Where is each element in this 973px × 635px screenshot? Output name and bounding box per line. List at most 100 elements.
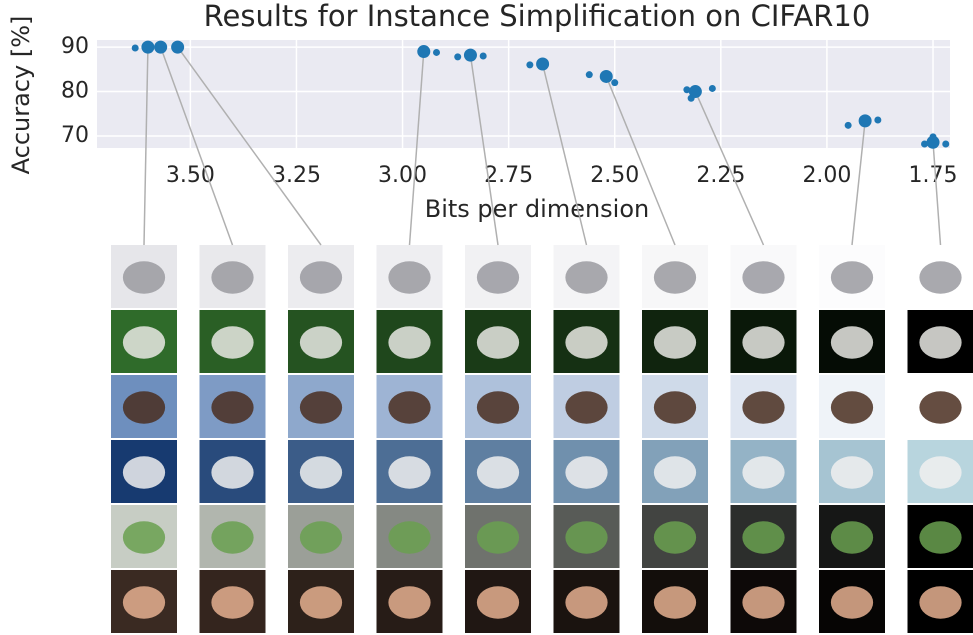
point: [708, 84, 716, 92]
y-tick-label: 80: [61, 79, 89, 104]
image-subject: [919, 326, 962, 359]
image-subject: [830, 326, 874, 359]
x-axis-label: Bits per dimension: [425, 195, 650, 223]
x-tick-label: 2.00: [802, 163, 851, 188]
image-subject: [830, 586, 874, 619]
y-tick-label: 90: [61, 34, 89, 59]
image-subject: [742, 391, 785, 424]
point: [536, 57, 550, 71]
point: [874, 116, 882, 124]
point: [417, 45, 431, 59]
x-tick-label: 2.50: [590, 163, 639, 188]
point: [844, 121, 852, 129]
image-subject: [122, 391, 166, 424]
connector: [469, 55, 499, 246]
point: [921, 140, 929, 148]
image-subject: [653, 391, 697, 424]
image-subject: [565, 456, 608, 489]
image-subject: [388, 586, 431, 619]
point: [141, 40, 155, 54]
x-tick-label: 1.75: [909, 163, 958, 188]
image-subject: [476, 521, 520, 554]
point: [585, 71, 593, 79]
connector: [408, 51, 425, 246]
image-subject: [565, 261, 608, 294]
image-subject: [211, 456, 254, 489]
x-tick-label: 2.75: [484, 163, 533, 188]
image-subject: [122, 521, 166, 554]
image-subject: [919, 261, 962, 294]
image-subject: [653, 326, 697, 359]
image-subject: [565, 391, 608, 424]
connector: [541, 63, 588, 246]
image-subject: [742, 456, 785, 489]
connector: [932, 142, 942, 246]
image-subject: [388, 326, 431, 359]
point: [611, 79, 619, 87]
image-subject: [299, 326, 343, 359]
image-subject: [919, 521, 962, 554]
image-subject: [476, 326, 520, 359]
image-subject: [653, 261, 697, 294]
image-subject: [653, 521, 697, 554]
image-subject: [919, 456, 962, 489]
image-subject: [211, 521, 254, 554]
image-subject: [122, 456, 166, 489]
image-subject: [476, 261, 520, 294]
image-subject: [742, 521, 785, 554]
image-subject: [211, 391, 254, 424]
connector: [143, 47, 149, 246]
image-grid: [111, 245, 973, 633]
point: [171, 40, 185, 54]
image-subject: [742, 586, 785, 619]
image-subject: [388, 391, 431, 424]
image-subject: [565, 521, 608, 554]
connector: [159, 46, 234, 246]
image-subject: [122, 261, 166, 294]
image-subject: [211, 586, 254, 619]
point: [926, 135, 940, 149]
image-subject: [653, 586, 697, 619]
point: [463, 48, 477, 62]
x-tick-label: 3.00: [378, 163, 427, 188]
connector: [605, 76, 676, 246]
image-subject: [742, 261, 785, 294]
connector: [851, 120, 866, 246]
point: [454, 53, 462, 61]
connector: [694, 91, 765, 246]
image-subject: [565, 586, 608, 619]
connector: [177, 46, 322, 246]
point: [683, 86, 691, 94]
image-subject: [299, 521, 343, 554]
point: [479, 52, 487, 60]
image-subject: [388, 456, 431, 489]
image-subject: [211, 261, 254, 294]
image-subject: [830, 391, 874, 424]
image-subject: [388, 261, 431, 294]
image-subject: [476, 456, 520, 489]
point: [154, 40, 168, 54]
image-subject: [919, 391, 962, 424]
point: [526, 61, 534, 69]
point: [599, 69, 613, 83]
image-subject: [211, 326, 254, 359]
chart-title: Results for Instance Simplification on C…: [204, 0, 871, 33]
image-subject: [299, 391, 343, 424]
image-subject: [299, 586, 343, 619]
image-subject: [565, 326, 608, 359]
point: [942, 140, 950, 148]
image-subject: [476, 391, 520, 424]
image-subject: [299, 456, 343, 489]
plot-area: [97, 40, 950, 148]
x-tick-label: 2.25: [696, 163, 745, 188]
image-subject: [299, 261, 343, 294]
point: [131, 44, 139, 52]
image-subject: [830, 456, 874, 489]
point: [433, 48, 441, 56]
x-tick-label: 3.25: [272, 163, 321, 188]
image-subject: [830, 261, 874, 294]
y-tick-label: 70: [61, 123, 89, 148]
point: [858, 114, 872, 128]
image-subject: [476, 586, 520, 619]
